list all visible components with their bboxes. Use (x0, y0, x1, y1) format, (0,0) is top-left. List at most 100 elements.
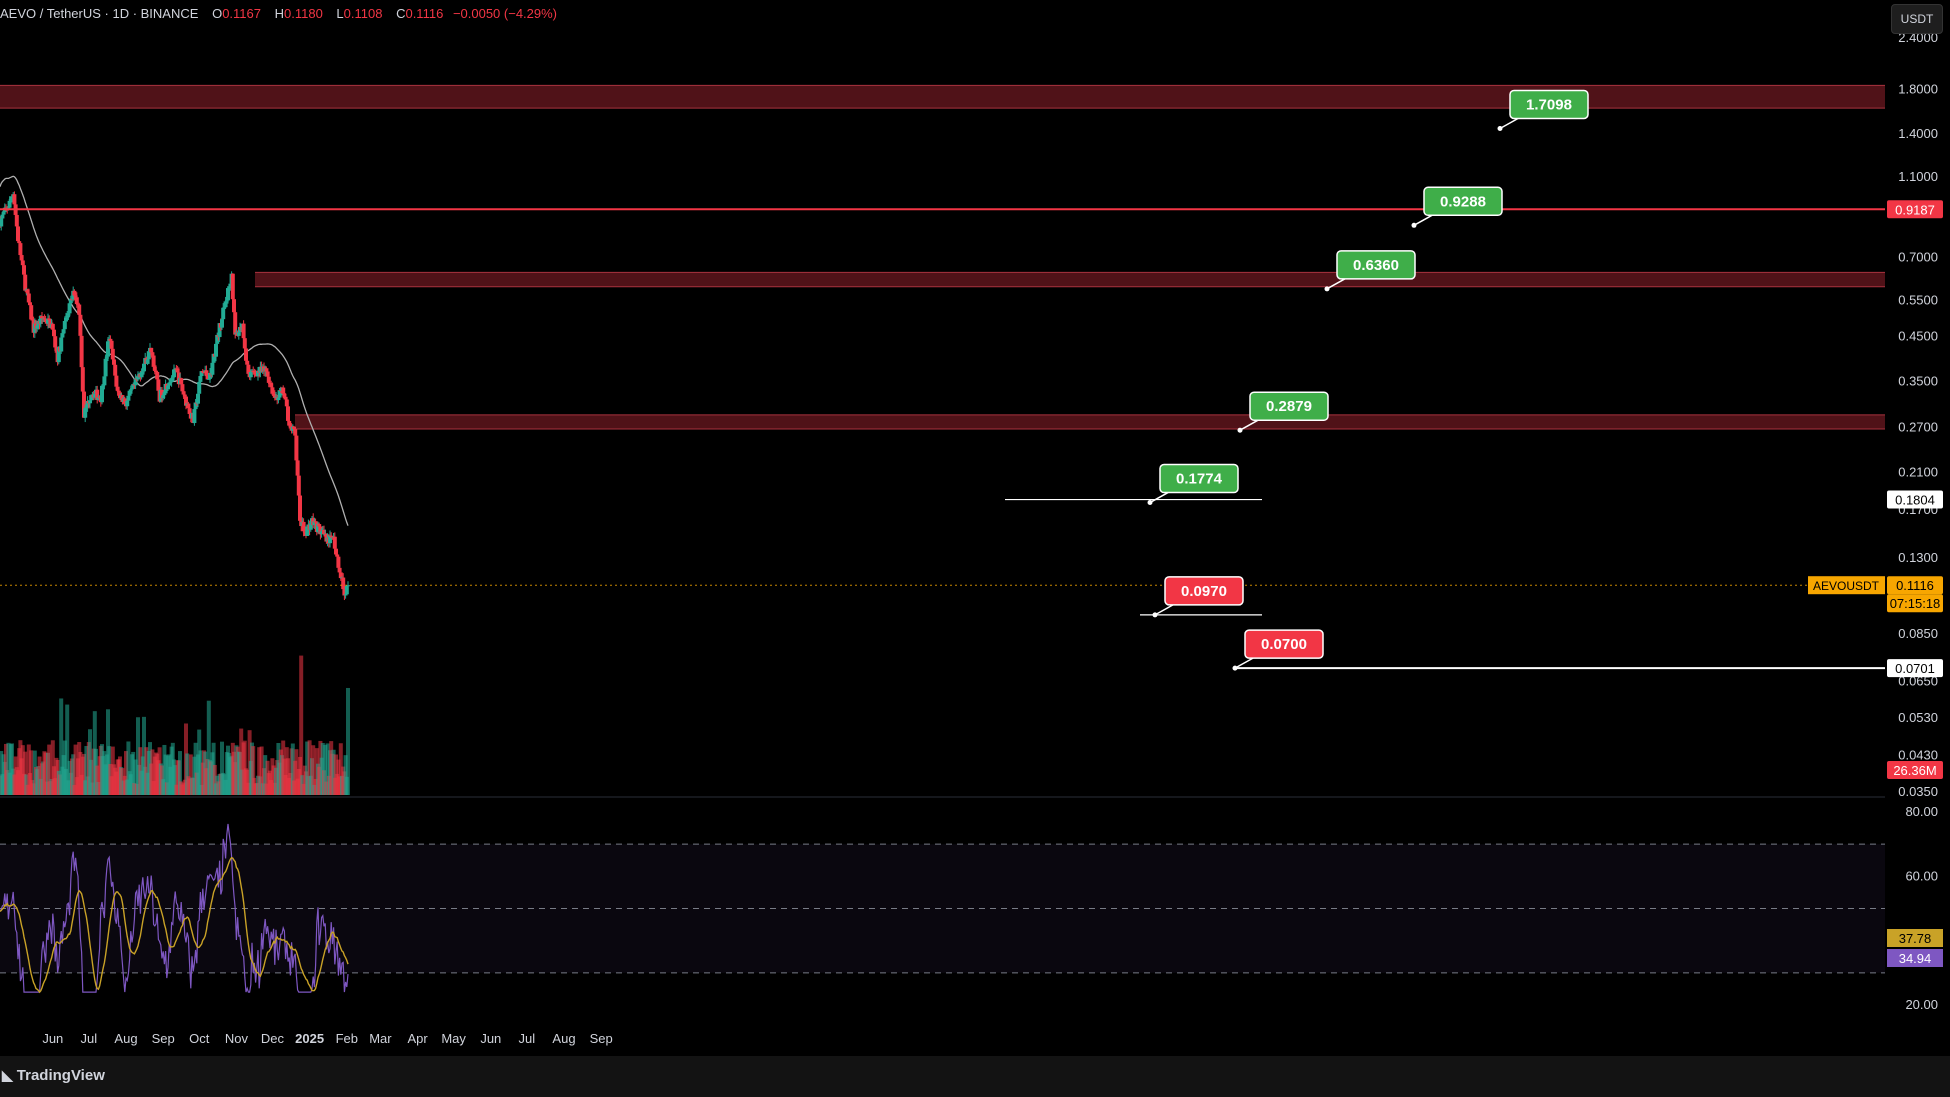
candle-body (115, 386, 120, 391)
close-label: C (396, 6, 406, 21)
candle-body (316, 524, 320, 532)
candle-body (46, 318, 50, 324)
tradingview-brand[interactable]: ◣ TradingView (2, 1067, 105, 1084)
symbol-title[interactable]: AEVO / TetherUS · 1D · BINANCE (0, 6, 199, 21)
currency-button[interactable]: USDT (1891, 4, 1943, 34)
candle-body (193, 402, 198, 410)
candle-body (232, 299, 236, 313)
volume-bar (286, 758, 290, 795)
candle-body (112, 359, 116, 365)
candle-body (114, 375, 119, 387)
time-axis[interactable]: Jun Jul Aug Sep Oct Nov Dec 2025 Feb Mar Apr May Jun… (42, 1031, 612, 1046)
candle-body (223, 301, 228, 308)
time-tick-label: Jun (480, 1031, 501, 1046)
candle-body (343, 594, 348, 596)
target-box (1423, 186, 1503, 217)
candle-body (270, 387, 275, 394)
candle-body (73, 295, 78, 298)
candle-body (253, 372, 258, 375)
price-tick-label: 0.5500 (1898, 293, 1938, 308)
candle-body (337, 567, 342, 573)
candle-body (74, 297, 79, 305)
candle-body (7, 200, 12, 208)
volume-bars (0, 655, 350, 795)
candle-body (47, 318, 52, 321)
candle-body (180, 384, 185, 392)
time-tick-label: Sep (152, 1031, 175, 1046)
candle-body (287, 420, 292, 426)
candle-body (95, 389, 100, 400)
candle-body (211, 353, 216, 363)
candle-body (20, 260, 25, 266)
candle-body (122, 398, 127, 404)
zone-band (295, 414, 1885, 429)
target-anchor (1324, 286, 1330, 292)
rsi-tick-label: 20.00 (1905, 997, 1938, 1012)
candle-body (66, 313, 71, 316)
target-leader (1149, 491, 1169, 504)
zone-band (0, 85, 1885, 109)
candle-body (288, 425, 293, 427)
horizontal-lines (0, 208, 1885, 670)
target-labels[interactable]: 1.7098 0.9288 0.6360 0.2879 0.1774 0.0970 0.07… (1147, 89, 1589, 671)
volume-bar (185, 753, 190, 795)
candle-body (217, 323, 222, 338)
candle-body (79, 335, 84, 368)
high-value: 0.1180 (284, 6, 323, 21)
candle-body (252, 370, 257, 373)
candle-body (346, 585, 350, 587)
candle-body (110, 348, 115, 360)
volume-bar (150, 749, 155, 795)
time-tick-label: Apr (407, 1031, 428, 1046)
volume-bar (59, 698, 64, 795)
candle-body (215, 334, 220, 344)
open-value: 0.1167 (222, 6, 261, 21)
price-tick-label: 0.0430 (1898, 747, 1938, 762)
price-tick-label: 0.4500 (1898, 329, 1938, 344)
candle-body (292, 426, 296, 430)
candle-body (18, 243, 23, 256)
volume-bar (131, 751, 136, 795)
candle-body (116, 390, 121, 393)
candle-body (14, 214, 19, 227)
candle-body (72, 290, 77, 296)
candle-body (160, 389, 164, 399)
time-tick-label: Aug (114, 1031, 137, 1046)
candle-body (142, 363, 146, 372)
candle-body (338, 572, 343, 579)
volume-bar (338, 743, 343, 795)
volume-bar (331, 749, 336, 795)
candle-body (25, 289, 30, 294)
candle-body (242, 338, 247, 349)
candle-body (59, 337, 64, 352)
footer-bar (0, 1056, 1950, 1097)
candle-body (281, 387, 286, 394)
volume-bar (198, 750, 203, 795)
volume-bar (178, 751, 182, 795)
target-label: 0.6360 (1353, 257, 1399, 274)
brand-label: TradingView (16, 1067, 105, 1084)
candle-body (172, 369, 176, 378)
volume-bar (133, 759, 138, 795)
candle-body (85, 400, 90, 408)
tradingview-logo-icon: ◣ (2, 1067, 13, 1083)
candle-body (62, 320, 67, 330)
candle-body (16, 226, 20, 242)
candle-body (131, 384, 136, 389)
candle-body (104, 356, 109, 359)
candle-body (40, 316, 44, 319)
candle-body (29, 305, 34, 320)
candle-body (155, 372, 160, 380)
candle-body (186, 403, 191, 409)
last-price-badge-bg (1887, 576, 1943, 595)
candle-body (222, 307, 227, 309)
volume-badge: 26.36M (1893, 763, 1936, 778)
candle-body (221, 307, 226, 320)
price-axis[interactable]: 2.40001.80001.40001.10000.70000.55000.45… (1808, 30, 1943, 1012)
countdown-badge-bg (1887, 594, 1943, 613)
candle-body (166, 385, 170, 390)
candle-body (77, 304, 82, 315)
candle-body (152, 366, 157, 371)
volume-bar (78, 751, 83, 795)
